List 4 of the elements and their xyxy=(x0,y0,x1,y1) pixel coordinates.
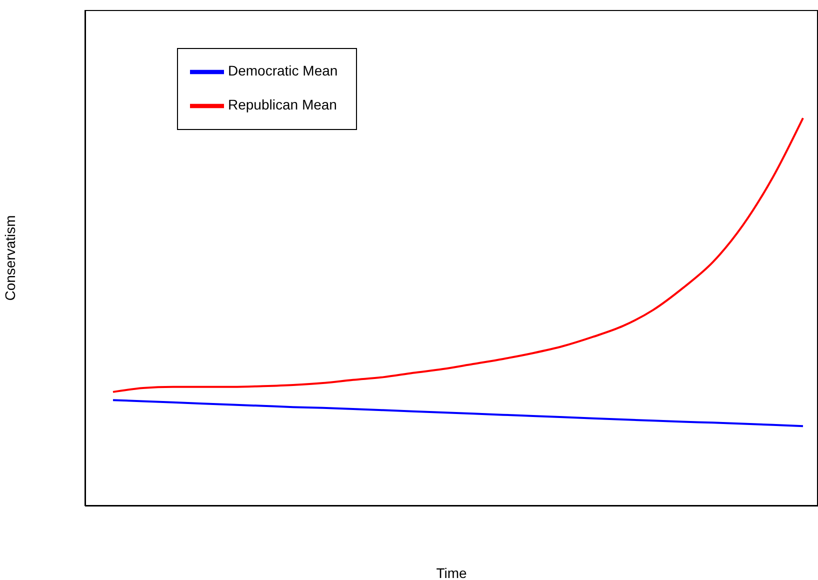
x-axis-title: Time xyxy=(436,565,468,580)
legend-label: Republican Mean xyxy=(228,96,337,113)
legend-label: Democratic Mean xyxy=(228,62,338,79)
y-axis-title: Conservatism xyxy=(2,215,18,301)
